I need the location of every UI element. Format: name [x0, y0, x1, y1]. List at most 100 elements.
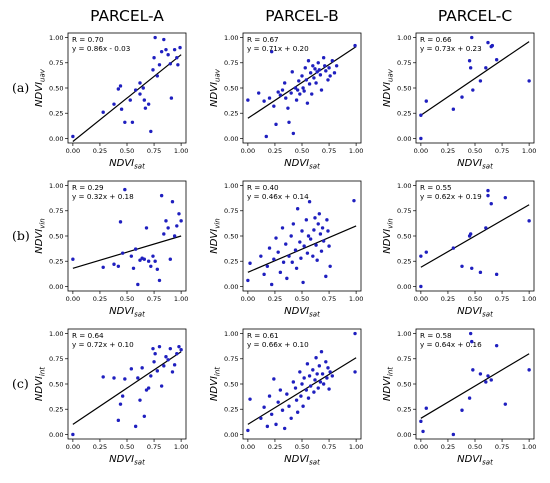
- y-tick-label: 0.00: [397, 283, 411, 291]
- y-axis-label: NDVIint: [34, 367, 47, 401]
- data-point: [324, 69, 328, 73]
- data-point: [267, 246, 272, 250]
- data-point: [274, 122, 278, 127]
- data-point: [301, 404, 305, 408]
- x-tick-label: 1.00: [349, 147, 363, 155]
- x-tick-label: 0.50: [120, 443, 134, 451]
- data-point: [527, 79, 531, 83]
- data-point: [116, 418, 121, 423]
- data-point: [494, 58, 499, 62]
- data-point: [280, 408, 285, 412]
- y-tick-label: 0.00: [397, 431, 411, 439]
- data-point: [326, 366, 330, 370]
- r-annotation: R = 0.29: [72, 183, 104, 192]
- scatter-panel: 0.00 0.25 0.50 0.75 1.00 0.00 0.25 0.50 0.75 1.00…: [382, 328, 536, 467]
- fit-line: [420, 204, 530, 268]
- data-point: [123, 120, 127, 125]
- data-point: [265, 264, 270, 268]
- data-point: [327, 66, 331, 70]
- x-tick-label: 0.50: [295, 295, 309, 303]
- data-point: [468, 331, 473, 336]
- y-tick-label: 0.50: [397, 380, 411, 388]
- data-point: [116, 264, 121, 268]
- data-point: [295, 88, 300, 92]
- data-point: [175, 224, 179, 228]
- data-point: [149, 374, 153, 378]
- data-point: [325, 218, 329, 222]
- data-point: [166, 226, 170, 230]
- data-point: [278, 270, 283, 275]
- data-point: [312, 228, 316, 232]
- data-point: [310, 92, 314, 96]
- data-point: [272, 257, 276, 261]
- data-point: [144, 388, 149, 392]
- y-tick-label: 0.00: [49, 135, 63, 143]
- data-point: [274, 236, 278, 240]
- y-axis-label: NDVIint: [209, 367, 222, 401]
- data-point: [486, 374, 490, 378]
- x-tick-label: 0.00: [66, 443, 80, 451]
- data-point: [489, 378, 493, 382]
- data-point: [460, 95, 464, 99]
- data-point: [484, 66, 488, 70]
- data-point: [155, 267, 160, 272]
- x-tick-label: 0.00: [414, 147, 428, 155]
- data-point: [321, 239, 326, 243]
- fit-line: [72, 54, 182, 142]
- r-annotation: R = 0.70: [72, 35, 104, 44]
- data-point: [176, 63, 180, 67]
- equation-annotation: y = 0.62x + 0.19: [420, 192, 482, 201]
- x-tick-label: 0.25: [268, 295, 282, 303]
- y-tick-label: 0.50: [49, 84, 63, 92]
- data-point: [112, 376, 116, 380]
- data-point: [311, 64, 315, 68]
- x-tick-label: 0.75: [322, 295, 336, 303]
- data-point: [478, 270, 483, 275]
- x-tick-label: 0.25: [93, 443, 107, 451]
- data-point: [307, 82, 312, 86]
- data-point: [175, 352, 179, 356]
- x-tick-label: 0.75: [495, 295, 509, 303]
- data-point: [301, 86, 305, 90]
- data-point: [276, 90, 280, 94]
- data-point: [289, 91, 293, 95]
- y-tick-label: 0.50: [224, 380, 238, 388]
- data-point: [467, 396, 472, 400]
- data-point: [486, 193, 490, 198]
- y-axis-label: NDVIint: [382, 367, 395, 401]
- y-tick-label: 0.75: [49, 207, 63, 215]
- data-point: [170, 370, 175, 374]
- column-title-parcel-b: PARCEL-B: [265, 7, 339, 25]
- data-point: [494, 272, 499, 277]
- data-point: [168, 62, 173, 66]
- x-axis-label: NDVIsat: [457, 158, 493, 171]
- x-tick-label: 1.00: [522, 443, 536, 451]
- data-point: [304, 388, 309, 392]
- data-point: [159, 384, 164, 388]
- data-point: [312, 76, 316, 80]
- x-tick-label: 1.00: [349, 443, 363, 451]
- data-point: [291, 222, 296, 226]
- equation-annotation: y = 0.32x + 0.18: [72, 192, 134, 201]
- x-tick-label: 0.00: [66, 295, 80, 303]
- data-point: [142, 98, 147, 102]
- y-axis-label: NDVIvin: [34, 218, 47, 254]
- data-point: [295, 410, 300, 414]
- data-point: [152, 360, 156, 364]
- y-tick-label: 1.00: [224, 34, 238, 42]
- data-point: [314, 356, 318, 360]
- equation-annotation: y = 0.86x - 0.03: [72, 44, 130, 53]
- data-point: [290, 260, 294, 264]
- data-point: [306, 234, 311, 238]
- data-point: [299, 256, 303, 260]
- data-point: [317, 68, 322, 72]
- data-point: [293, 248, 298, 252]
- x-tick-label: 0.00: [241, 147, 255, 155]
- data-point: [71, 432, 75, 437]
- scatter-panel: 0.00 0.25 0.50 0.75 1.00 0.00 0.25 0.50 0.75 1.00…: [34, 32, 188, 171]
- data-point: [301, 280, 305, 285]
- data-point: [312, 390, 316, 394]
- data-point: [246, 98, 250, 102]
- data-point: [302, 244, 306, 248]
- x-axis-label: NDVIsat: [457, 306, 493, 319]
